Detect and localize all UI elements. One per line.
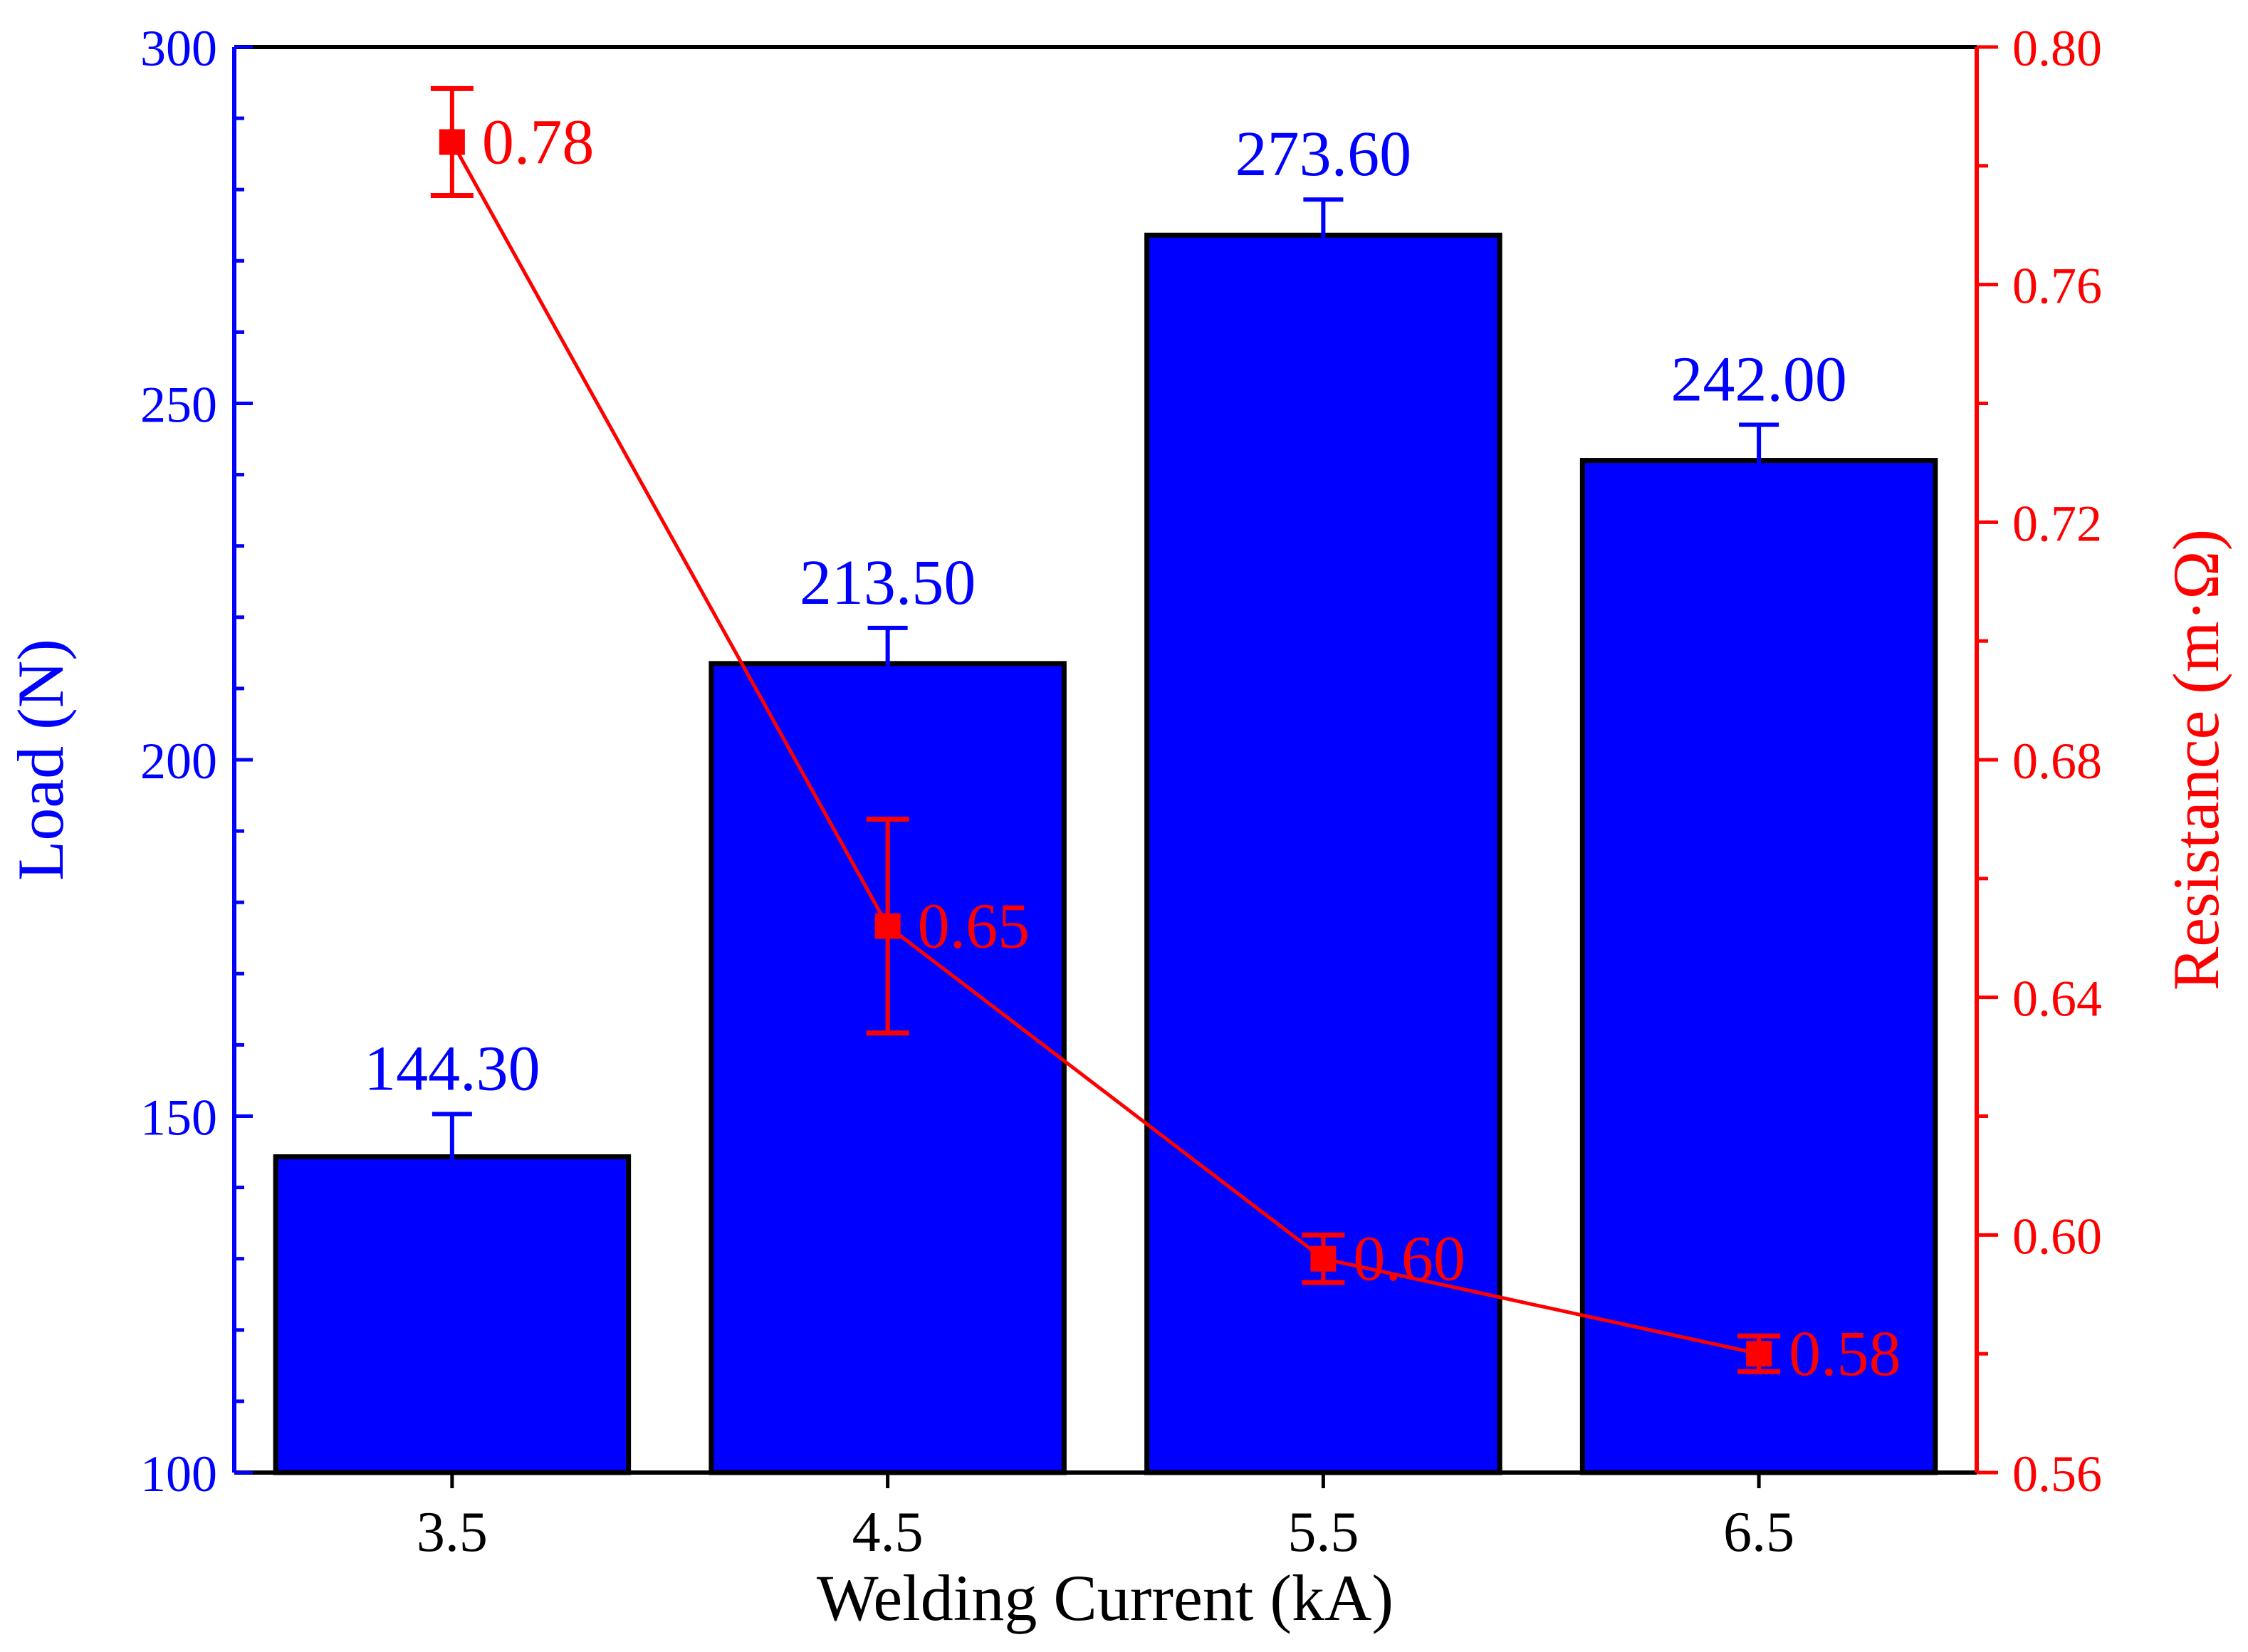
x-tick-label: 6.5 bbox=[1723, 1501, 1794, 1564]
left-tick-label: 200 bbox=[140, 733, 217, 790]
resistance-point bbox=[1310, 1245, 1337, 1272]
resistance-series: 0.78 0.65 0.60 0.58 bbox=[430, 85, 1901, 1389]
resistance-line bbox=[450, 141, 1760, 1356]
resistance-data-label: 0.58 bbox=[1789, 1319, 1901, 1389]
load-data-label: 213.50 bbox=[800, 548, 976, 618]
x-axis-ticks: 3.5 4.5 5.5 6.5 bbox=[417, 1473, 1794, 1564]
left-tick-label: 300 bbox=[140, 20, 217, 77]
load-error-bar bbox=[1739, 422, 1779, 498]
right-tick-label: 0.56 bbox=[2012, 1446, 2102, 1502]
load-error-bar bbox=[432, 1112, 472, 1202]
x-tick-label: 4.5 bbox=[852, 1501, 924, 1564]
load-data-label: 273.60 bbox=[1235, 119, 1412, 189]
resistance-point bbox=[439, 129, 465, 155]
x-axis-label: Welding Current (kA) bbox=[817, 1562, 1394, 1634]
right-tick-label: 0.76 bbox=[2012, 258, 2102, 315]
bar bbox=[1579, 458, 1938, 1475]
load-bars bbox=[273, 232, 1938, 1475]
right-tick-label: 0.68 bbox=[2012, 733, 2102, 790]
bar bbox=[273, 1154, 632, 1475]
right-tick-label: 0.64 bbox=[2012, 971, 2102, 1028]
right-axis-label: Resistance (m·Ω) bbox=[2160, 529, 2232, 990]
x-tick-label: 5.5 bbox=[1287, 1501, 1359, 1564]
load-data-label: 242.00 bbox=[1671, 345, 1847, 415]
load-data-label: 144.30 bbox=[364, 1033, 540, 1104]
load-error-bar bbox=[1303, 197, 1344, 273]
left-axis-ticks: 100 150 200 250 300 bbox=[140, 20, 253, 1502]
load-error-bars bbox=[432, 197, 1779, 1202]
resistance-data-label: 0.60 bbox=[1353, 1224, 1465, 1295]
right-tick-label: 0.60 bbox=[2012, 1208, 2102, 1265]
bar bbox=[709, 661, 1067, 1475]
resistance-data-label: 0.65 bbox=[918, 892, 1030, 962]
x-tick-label: 3.5 bbox=[417, 1501, 488, 1564]
load-data-labels: 144.30 213.50 273.60 242.00 bbox=[364, 119, 1847, 1104]
load-error-bar bbox=[867, 625, 908, 701]
left-tick-label: 150 bbox=[140, 1089, 217, 1146]
right-tick-label: 0.80 bbox=[2012, 20, 2102, 77]
resistance-point bbox=[874, 913, 901, 939]
left-tick-label: 250 bbox=[140, 377, 217, 434]
left-tick-label: 100 bbox=[140, 1446, 217, 1502]
resistance-data-label: 0.78 bbox=[482, 107, 595, 177]
right-tick-label: 0.72 bbox=[2012, 495, 2102, 552]
right-axis-ticks: 0.56 0.60 0.64 0.68 0.72 0.76 0.80 bbox=[1977, 20, 2102, 1502]
left-axis-label: Load (N) bbox=[4, 639, 77, 881]
resistance-point bbox=[1746, 1341, 1772, 1367]
